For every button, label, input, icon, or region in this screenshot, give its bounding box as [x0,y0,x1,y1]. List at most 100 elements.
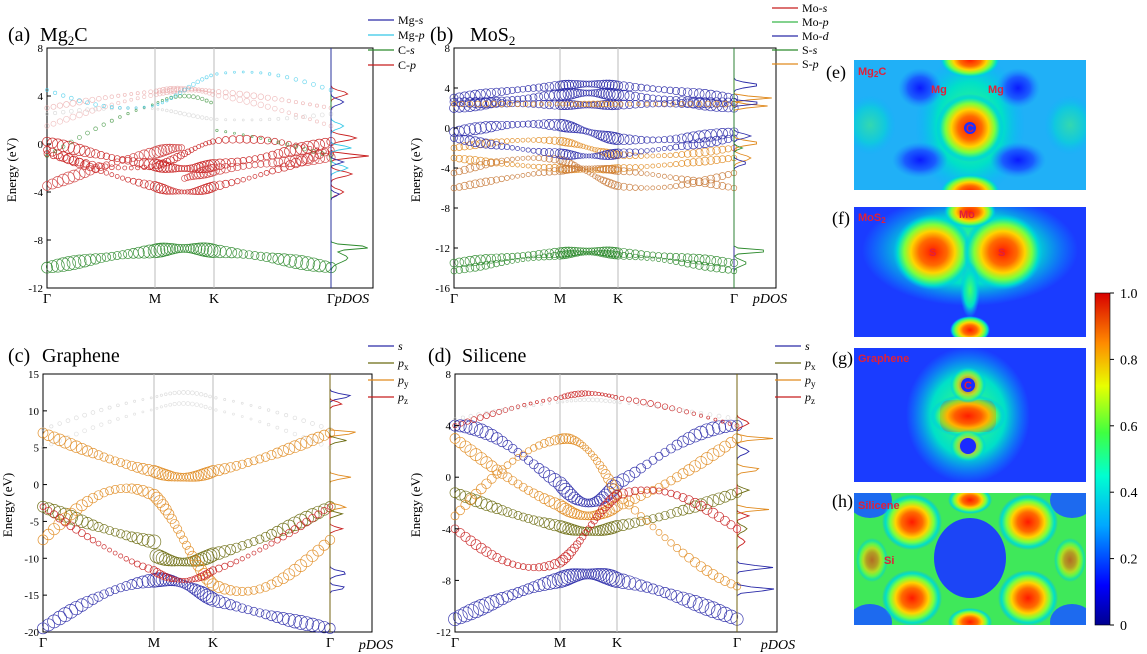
band-point [227,560,234,568]
band-point [654,451,664,461]
band-point [544,560,555,571]
band-point [519,563,527,571]
band-point [515,162,520,168]
band-point [589,153,595,159]
band-point [574,250,581,257]
band-point [661,488,669,496]
band-point [133,157,144,168]
band-point [586,170,592,176]
band-point [557,80,569,91]
band-point [535,563,543,572]
band-point [202,183,214,194]
band-point [57,421,62,426]
band-point [200,77,205,82]
band-point [172,401,177,407]
band-point [224,71,228,75]
band-point [481,139,490,148]
band-point [706,174,716,184]
band-point [582,397,587,403]
band-point [46,260,59,273]
band-point [519,85,527,93]
band-point [555,166,565,175]
band-point [564,392,572,399]
band-point [225,544,237,556]
band-point [302,114,307,120]
band-point [576,89,585,98]
band-point [302,146,307,152]
band-point [694,177,704,187]
band-point [231,586,242,596]
band-point [182,87,187,93]
panel-c-ylabel: Energy (eV) [0,473,15,537]
band-point [667,489,675,498]
band-point [134,178,143,187]
band-point [678,160,686,167]
panel-d-y-ticks: 840-4-8-12 [436,369,459,639]
band-point [603,100,610,108]
band-point [723,609,739,624]
band-point [237,603,247,613]
band-point [516,405,520,410]
band-point [126,579,138,590]
band-point [51,176,64,188]
pdos-curve [736,374,751,632]
band-point [182,243,192,253]
band-point [236,90,244,98]
band-point [676,591,690,606]
band-point [483,412,490,419]
x-tick-label: M [554,292,567,307]
band-point [612,400,616,404]
legend-label: s [805,339,810,353]
band-point [514,120,522,128]
band-point [81,495,93,508]
band-point [636,491,646,501]
band-point [474,100,482,108]
pdos-curve [329,374,347,632]
band-point [563,433,574,444]
band-point [221,179,230,189]
band-point [580,143,586,149]
band-point [126,460,137,471]
band-point [710,99,723,112]
band-point [450,184,458,192]
band-point [535,400,539,404]
band-point [637,135,646,144]
band-point [548,402,551,405]
band-point [486,473,497,484]
legend-label: Mg-p [398,28,425,42]
band-point [588,80,596,88]
band-point [186,84,192,90]
band-point [701,504,713,515]
band-point [492,141,501,150]
band-point [626,396,632,403]
band-point [159,405,163,409]
band-point [210,88,216,94]
y-tick-label: -12 [28,283,43,295]
band-point [629,466,641,478]
band-point [186,577,193,583]
band-point [700,156,710,166]
band-point [283,253,297,268]
band-point [144,564,153,573]
band-point [561,137,571,147]
band-point [50,120,57,127]
band-point [260,582,271,592]
band-point [169,519,180,529]
band-point [275,410,280,415]
band-point [99,524,109,534]
band-point [589,390,595,396]
y-tick-label: 0 [38,139,44,151]
band-point [214,396,218,400]
band-point [601,246,612,257]
x-tick-label: M [554,636,567,651]
legend-label: S-p [802,57,819,71]
band-point [624,500,634,510]
band-point [693,138,705,149]
band-point [678,259,686,267]
band-point [267,72,272,76]
band-point [285,142,290,147]
band-point [554,80,566,92]
band-point [514,252,521,260]
band-point [450,134,458,142]
band-point [498,142,506,150]
